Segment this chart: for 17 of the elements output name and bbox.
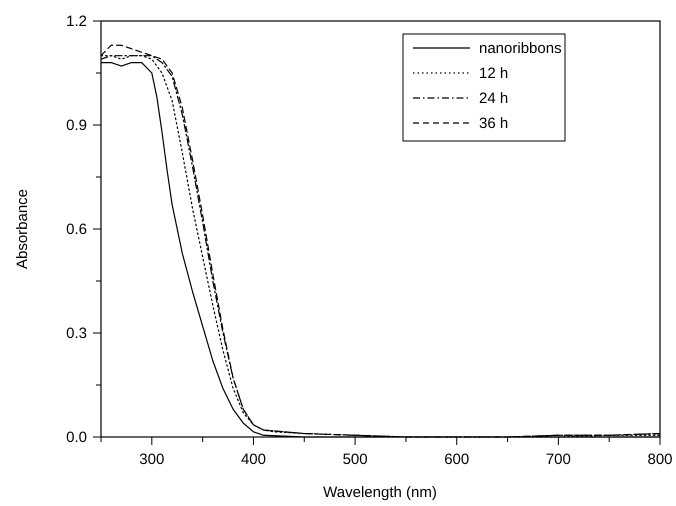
x-tick-label: 400 [240,451,266,468]
x-axis-title: Wavelength (nm) [323,484,437,501]
y-tick-label: 0.3 [66,325,87,342]
x-tick-label: 500 [342,451,368,468]
y-tick-label: 0.9 [66,117,87,134]
y-tick-label: 1.2 [66,13,87,30]
legend-label: 36 h [479,115,508,132]
x-tick-label: 700 [546,451,571,468]
y-tick-label: 0.6 [66,221,87,238]
legend-label: 24 h [479,90,508,107]
legend-label: nanoribbons [479,40,562,57]
legend-label: 12 h [479,65,508,82]
y-axis-title: Absorbance [14,188,31,270]
x-tick-label: 300 [139,451,164,468]
y-tick-label: 0.0 [66,429,87,446]
x-tick-label: 600 [444,451,470,468]
x-tick-label: 800 [647,451,673,468]
